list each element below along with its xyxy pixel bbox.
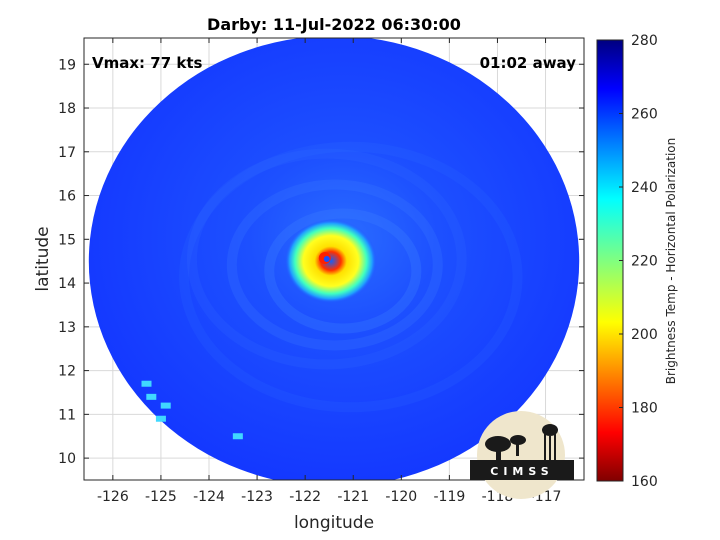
rainband — [226, 179, 443, 351]
chart-title: Darby: 11-Jul-2022 06:30:00 — [207, 15, 461, 34]
y-axis-ticks: 10 11 12 13 14 15 16 17 18 19 — [58, 57, 584, 467]
colorbar-tick-label: 200 — [631, 327, 658, 343]
x-tick-label: -124 — [193, 489, 225, 505]
colorbar-tick-label: 280 — [631, 33, 658, 49]
y-tick-label: 18 — [58, 101, 76, 117]
logo-text: CIMSS — [490, 465, 553, 478]
y-axis-label: latitude — [33, 226, 53, 291]
y-tick-label: 14 — [58, 276, 76, 292]
x-tick-label: -125 — [145, 489, 177, 505]
y-tick-label: 11 — [58, 407, 76, 423]
colorbar-tick-label: 260 — [631, 107, 658, 123]
warm-pixel — [160, 402, 171, 409]
x-tick-label: -120 — [385, 489, 417, 505]
cimss-logo: CIMSS — [470, 411, 574, 499]
colorbar — [597, 40, 623, 481]
rainband — [264, 208, 422, 334]
x-axis-label: longitude — [294, 513, 374, 533]
warm-pixel — [155, 415, 166, 422]
colorbar-tick-label: 240 — [631, 180, 658, 196]
warm-pixel — [232, 433, 243, 440]
colorbar-ticks: 160 180 200 220 240 260 280 — [619, 33, 658, 490]
eye-center — [323, 256, 330, 262]
warm-pixel — [146, 393, 157, 400]
x-tick-label: -123 — [241, 489, 273, 505]
x-tick-label: -121 — [337, 489, 369, 505]
y-tick-label: 16 — [58, 189, 76, 205]
rainband — [179, 141, 523, 413]
x-tick-label: -119 — [433, 489, 465, 505]
y-tick-label: 10 — [58, 451, 76, 467]
vmax-annotation: Vmax: 77 kts — [92, 54, 202, 72]
y-tick-label: 15 — [58, 232, 76, 248]
y-tick-label: 13 — [58, 320, 76, 336]
colorbar-label: Brightness Temp - Horizontal Polarizatio… — [664, 138, 678, 385]
y-tick-label: 19 — [58, 57, 76, 73]
colorbar-tick-label: 220 — [631, 254, 658, 270]
time-away-annotation: 01:02 away — [480, 54, 577, 72]
y-tick-label: 17 — [58, 145, 76, 161]
colorbar-tick-label: 180 — [631, 401, 658, 417]
x-tick-label: -126 — [97, 489, 129, 505]
eyewall — [284, 219, 377, 303]
warm-pixel — [141, 380, 152, 387]
y-tick-label: 12 — [58, 364, 76, 380]
swath-layer — [88, 38, 580, 480]
plot-frame — [83, 37, 585, 481]
rainband — [186, 148, 467, 370]
colorbar-tick-label: 160 — [631, 474, 658, 490]
x-tick-label: -122 — [289, 489, 321, 505]
